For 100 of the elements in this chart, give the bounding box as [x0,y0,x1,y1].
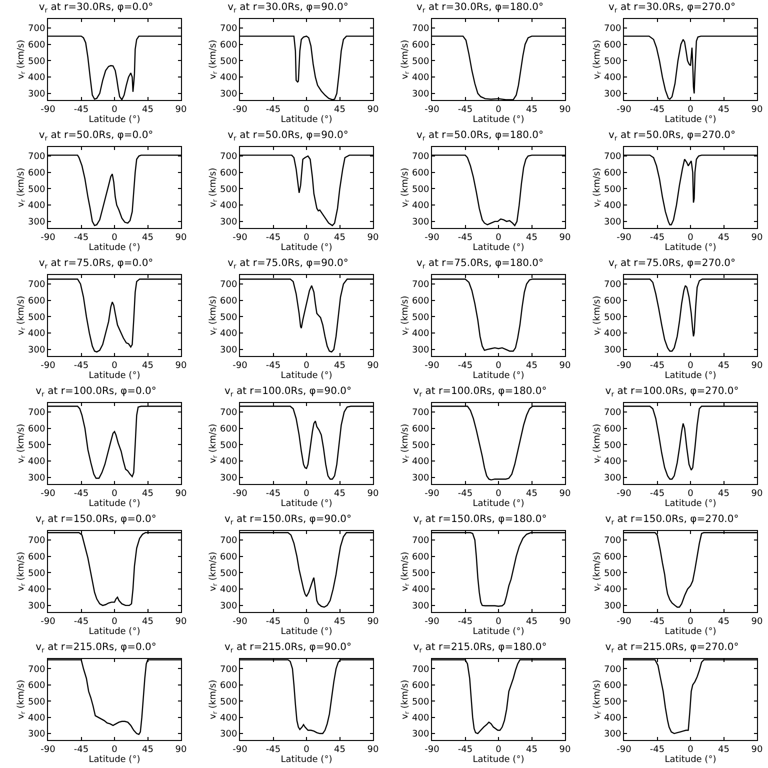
y-tick-label: 500 [604,697,622,708]
y-tick-label: 500 [604,56,622,67]
x-tick-label: -90 [424,616,440,627]
y-tick-label: 300 [220,218,238,228]
y-tick-label: 700 [604,152,622,162]
y-tick-label: 700 [220,152,238,162]
chart-title: v$_{r}$ at r=50.0Rs, φ=180.0° [416,130,544,142]
y-tick-label: 300 [604,218,622,228]
y-tick-label: 300 [412,602,430,612]
x-tick-label: 0 [688,232,694,243]
y-tick-label: 400 [220,585,238,596]
x-tick-label: -90 [232,616,248,627]
y-tick-label: 300 [28,346,46,356]
x-tick-label: 0 [688,744,694,755]
y-tick-label: 400 [604,329,622,340]
y-tick-label: 700 [604,536,622,546]
y-tick-label: 300 [412,730,430,740]
x-tick-label: -90 [424,744,440,755]
y-tick-label: 600 [604,296,622,307]
x-tick-label: -90 [424,104,440,115]
y-tick-label: 500 [28,56,46,67]
chart-title: v$_{r}$ at r=75.0Rs, φ=0.0° [38,258,154,270]
y-tick-label: 500 [412,312,430,323]
x-axis-title: Latitude (°) [472,370,524,381]
x-tick-label: -90 [616,360,632,371]
y-tick-label: 500 [220,568,238,579]
x-axis-title: Latitude (°) [280,754,332,765]
y-tick-label: 400 [28,201,46,212]
y-tick-label: 400 [412,585,430,596]
y-tick-label: 500 [604,440,622,451]
x-tick-label: -45 [74,744,89,755]
line-series [240,406,373,480]
x-tick-label: -90 [616,488,632,499]
y-tick-label: 400 [28,73,46,84]
x-tick-label: 0 [304,744,310,755]
x-tick-label: 90 [751,360,763,371]
x-tick-label: 45 [526,104,538,115]
y-tick-label: 600 [604,168,622,179]
y-tick-label: 700 [412,280,430,290]
y-tick-label: 500 [604,568,622,579]
x-tick-label: 0 [112,104,118,115]
x-tick-label: 45 [334,104,346,115]
x-tick-label: 0 [496,616,502,627]
x-tick-label: -45 [74,232,89,243]
line-series [624,278,757,352]
y-tick-label: 300 [28,90,46,100]
y-tick-label: 600 [28,681,46,692]
x-tick-label: 45 [718,744,730,755]
x-tick-label: -45 [74,104,89,115]
x-axis-title: Latitude (°) [280,370,332,381]
x-tick-label: 0 [688,488,694,499]
x-tick-label: 0 [496,104,502,115]
x-tick-label: 0 [112,744,118,755]
x-tick-label: 45 [142,744,154,755]
x-tick-label: 90 [367,360,379,371]
x-tick-label: 90 [559,360,571,371]
chart-title: v$_{r}$ at r=100.0Rs, φ=0.0° [36,386,156,398]
chart-title: v$_{r}$ at r=75.0Rs, φ=90.0° [228,258,348,270]
y-tick-label: 700 [220,24,238,34]
y-tick-label: 500 [28,312,46,323]
y-tick-label: 300 [604,602,622,612]
x-tick-label: 45 [718,360,730,371]
x-tick-label: -45 [266,232,281,243]
x-tick-label: -90 [40,232,56,243]
line-series [240,278,373,353]
x-tick-label: -45 [74,616,89,627]
x-tick-label: 45 [718,104,730,115]
y-tick-label: 500 [412,568,430,579]
y-tick-label: 600 [220,681,238,692]
line-series [48,278,181,353]
x-tick-label: 90 [751,232,763,243]
x-tick-label: 45 [142,232,154,243]
y-tick-label: 300 [28,218,46,228]
chart-title: v$_{r}$ at r=215.0Rs, φ=180.0° [413,642,547,654]
x-tick-label: -45 [266,360,281,371]
y-tick-label: 700 [412,24,430,34]
x-tick-label: 90 [175,360,187,371]
y-tick-label: 700 [220,280,238,290]
y-tick-label: 700 [220,664,238,675]
x-tick-label: -90 [232,360,248,371]
x-tick-label: 90 [751,616,763,627]
y-tick-label: 600 [220,552,238,563]
x-tick-label: -45 [458,744,473,755]
y-tick-label: 300 [28,474,46,484]
x-tick-label: 0 [496,232,502,243]
x-tick-label: 45 [526,232,538,243]
y-tick-label: 700 [604,24,622,34]
x-tick-label: 90 [559,104,571,115]
x-tick-label: -45 [650,744,665,755]
y-tick-label: 600 [28,424,46,435]
x-tick-label: 0 [304,488,310,499]
y-tick-label: 400 [604,713,622,724]
x-tick-label: 90 [367,232,379,243]
x-tick-label: 45 [142,488,154,499]
y-tick-label: 300 [220,602,238,612]
x-tick-label: 45 [142,104,154,115]
y-tick-label: 700 [604,408,622,418]
x-tick-label: 45 [718,616,730,627]
x-axis-title: Latitude (°) [88,114,140,125]
y-tick-label: 400 [28,585,46,596]
